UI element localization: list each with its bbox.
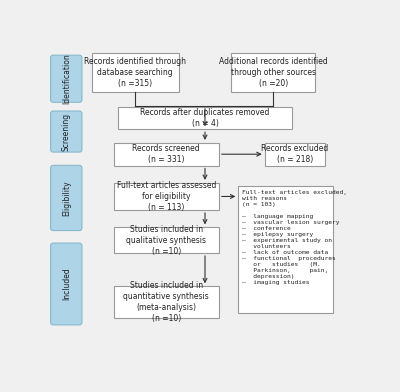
Text: Full-text articles excluded,
with reasons
(n = 103)

–  language mapping
–  vasc: Full-text articles excluded, with reason… bbox=[242, 189, 347, 285]
Text: Included: Included bbox=[62, 268, 71, 300]
FancyBboxPatch shape bbox=[238, 186, 333, 313]
FancyBboxPatch shape bbox=[118, 107, 292, 129]
Text: Records screened
(n = 331): Records screened (n = 331) bbox=[132, 144, 200, 164]
FancyBboxPatch shape bbox=[51, 165, 82, 230]
FancyBboxPatch shape bbox=[51, 55, 82, 102]
FancyBboxPatch shape bbox=[231, 53, 315, 93]
FancyBboxPatch shape bbox=[51, 243, 82, 325]
FancyBboxPatch shape bbox=[114, 227, 219, 253]
FancyBboxPatch shape bbox=[114, 183, 219, 210]
FancyBboxPatch shape bbox=[114, 143, 219, 165]
Text: Records identified through
database searching
(n =315): Records identified through database sear… bbox=[84, 57, 186, 88]
FancyBboxPatch shape bbox=[51, 111, 82, 152]
Text: Eligibility: Eligibility bbox=[62, 180, 71, 216]
Text: Studies included in
quantitative synthesis
(meta-analysis)
(n =10): Studies included in quantitative synthes… bbox=[123, 281, 209, 323]
Text: Records excluded
(n = 218): Records excluded (n = 218) bbox=[261, 144, 328, 164]
Text: Screening: Screening bbox=[62, 113, 71, 151]
FancyBboxPatch shape bbox=[114, 286, 219, 318]
FancyBboxPatch shape bbox=[92, 53, 179, 93]
Text: Full-text articles assessed
for eligibility
(n = 113): Full-text articles assessed for eligibil… bbox=[116, 181, 216, 212]
FancyBboxPatch shape bbox=[265, 143, 325, 165]
Text: Additional records identified
through other sources
(n =20): Additional records identified through ot… bbox=[219, 57, 328, 88]
Text: Studies included in
qualitative synthesis
(n =10): Studies included in qualitative synthesi… bbox=[126, 225, 206, 256]
Text: Identification: Identification bbox=[62, 53, 71, 104]
Text: Records after duplicates removed
(n = 4): Records after duplicates removed (n = 4) bbox=[140, 108, 270, 128]
